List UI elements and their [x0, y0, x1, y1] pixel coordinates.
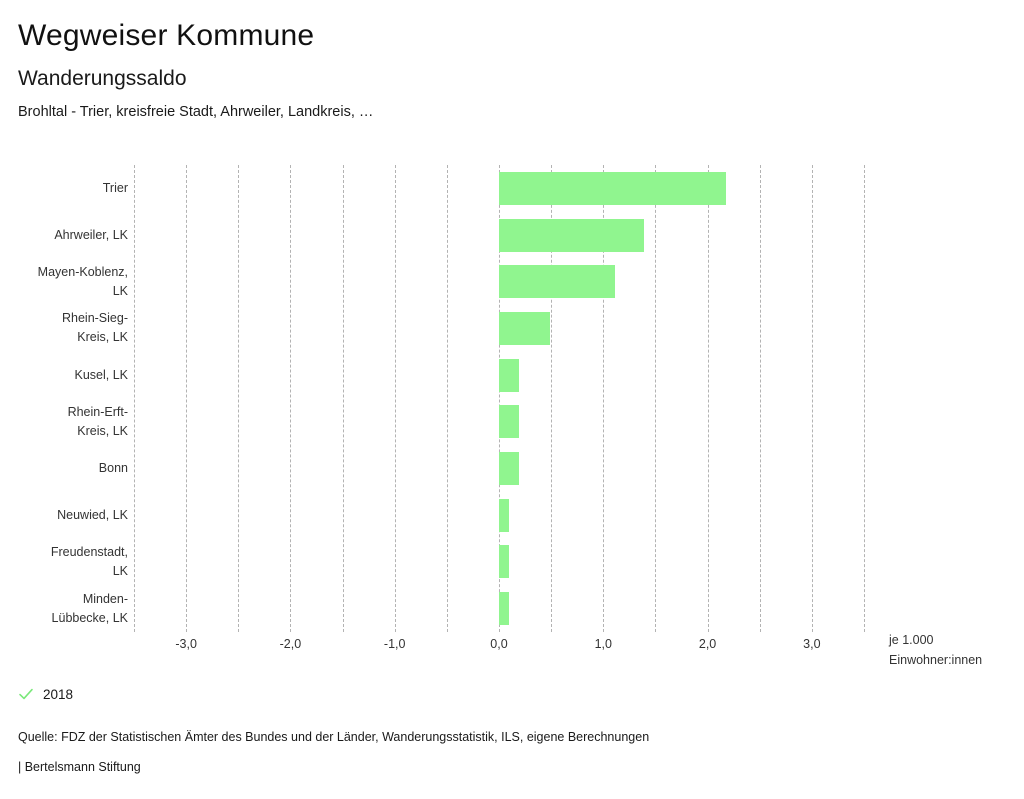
gridline: [290, 165, 292, 632]
y-axis-label: Mayen-Koblenz, LK: [0, 263, 128, 301]
bar[interactable]: [499, 171, 727, 205]
x-axis-tick-label: -1,0: [383, 637, 406, 651]
bar-row: [134, 545, 864, 579]
y-axis-label-line: Mayen-Koblenz,: [37, 264, 128, 279]
bar[interactable]: [499, 592, 510, 626]
y-axis-label-line: Minden-: [82, 591, 128, 606]
y-axis-label: Rhein-Sieg- Kreis, LK: [0, 309, 128, 347]
bar-row: [134, 452, 864, 486]
plot-area: [134, 165, 865, 632]
gridline: [864, 165, 865, 632]
y-axis-label: Minden- Lübbecke, LK: [0, 590, 128, 628]
gridline: [707, 165, 709, 632]
y-axis-label-line: Neuwied, LK: [57, 507, 128, 522]
y-axis-label-line: Kreis, LK: [77, 330, 128, 345]
bar-row: [134, 358, 864, 392]
bar[interactable]: [499, 452, 519, 486]
y-axis-label-line: Ahrweiler, LK: [54, 227, 128, 242]
gridline: [134, 165, 135, 632]
axis-unit-line1: je 1.000: [889, 633, 934, 647]
y-axis-label: Freudenstadt, LK: [0, 543, 128, 581]
bar[interactable]: [499, 265, 615, 299]
x-axis-tick-label: 1,0: [594, 637, 612, 651]
gridline: [811, 165, 813, 632]
x-axis-tick-label: -3,0: [175, 637, 197, 651]
bar-row: [134, 405, 864, 439]
y-axis-label-line: Trier: [102, 180, 128, 195]
bar-row: [134, 498, 864, 532]
gridline: [655, 165, 657, 632]
bar-row: [134, 265, 864, 299]
y-axis-label-line: Kreis, LK: [77, 423, 128, 438]
y-axis-label: Trier: [0, 179, 128, 198]
bar-row: [134, 218, 864, 252]
gridline: [603, 165, 605, 632]
chart-subtitle: Brohltal - Trier, kreisfreie Stadt, Ahrw…: [18, 104, 374, 120]
gridline: [238, 165, 240, 632]
y-axis-label-line: Lübbecke, LK: [51, 610, 128, 625]
gridline: [551, 165, 553, 632]
check-icon[interactable]: [18, 686, 34, 702]
y-axis-label-line: LK: [112, 563, 128, 578]
organization-note: | Bertelsmann Stiftung: [18, 760, 141, 774]
x-axis-tick-label: 3,0: [803, 637, 821, 651]
x-axis-tick-label: 2,0: [698, 637, 717, 651]
gridline: [499, 165, 500, 632]
gridline: [446, 165, 448, 632]
y-axis-label-line: Rhein-Sieg-: [61, 311, 128, 326]
bar[interactable]: [499, 358, 519, 392]
chart-title: Wanderungssaldo: [18, 67, 187, 90]
chart-area: Trier Ahrweiler, LK Mayen-Koblenz, LK Rhein-…: [0, 155, 1024, 635]
gridline: [342, 165, 344, 632]
y-axis-label-line: Kusel, LK: [74, 367, 128, 382]
y-axis-label: Bonn: [0, 459, 128, 478]
gridline: [759, 165, 761, 632]
app-title: Wegweiser Kommune: [18, 19, 315, 52]
bar[interactable]: [499, 545, 510, 579]
gridline: [186, 165, 188, 632]
legend-item-label: 2018: [43, 686, 74, 702]
y-axis-label: Ahrweiler, LK: [0, 226, 128, 245]
bar[interactable]: [499, 311, 551, 345]
y-axis-label: Rhein-Erft- Kreis, LK: [0, 403, 128, 441]
axis-unit-label: je 1.000 Einwohner:innen: [889, 630, 1019, 670]
x-axis-tick-label: 0,0: [490, 637, 508, 651]
x-axis-tick-label: -2,0: [279, 637, 302, 651]
bar[interactable]: [499, 218, 644, 252]
chart-footer: Quelle: FDZ der Statistischen Ämter des …: [18, 727, 978, 778]
bar-row: [134, 311, 864, 345]
x-axis-ticks: -3,0 -2,0 -1,0 0,0 1,0 2,0 3,0: [134, 637, 864, 661]
chart-legend[interactable]: 2018: [18, 686, 73, 702]
y-axis-label-line: Rhein-Erft-: [67, 404, 128, 419]
bar[interactable]: [499, 498, 510, 532]
bar-row: [134, 171, 864, 205]
gridline: [394, 165, 396, 632]
page-header: Wegweiser Kommune Wanderungssaldo Brohlt…: [0, 0, 1024, 122]
y-axis-label: Neuwied, LK: [0, 506, 128, 525]
source-note: Quelle: FDZ der Statistischen Ämter des …: [18, 730, 650, 744]
y-axis-label-line: LK: [112, 283, 128, 298]
y-axis-label-line: Freudenstadt,: [50, 544, 128, 559]
y-axis-label: Kusel, LK: [0, 366, 128, 385]
bar[interactable]: [499, 405, 519, 439]
y-axis-label-line: Bonn: [98, 461, 128, 476]
axis-unit-line2: Einwohner:innen: [889, 653, 983, 667]
bar-row: [134, 592, 864, 626]
y-axis-category-labels: Trier Ahrweiler, LK Mayen-Koblenz, LK Rhein-…: [0, 165, 128, 632]
